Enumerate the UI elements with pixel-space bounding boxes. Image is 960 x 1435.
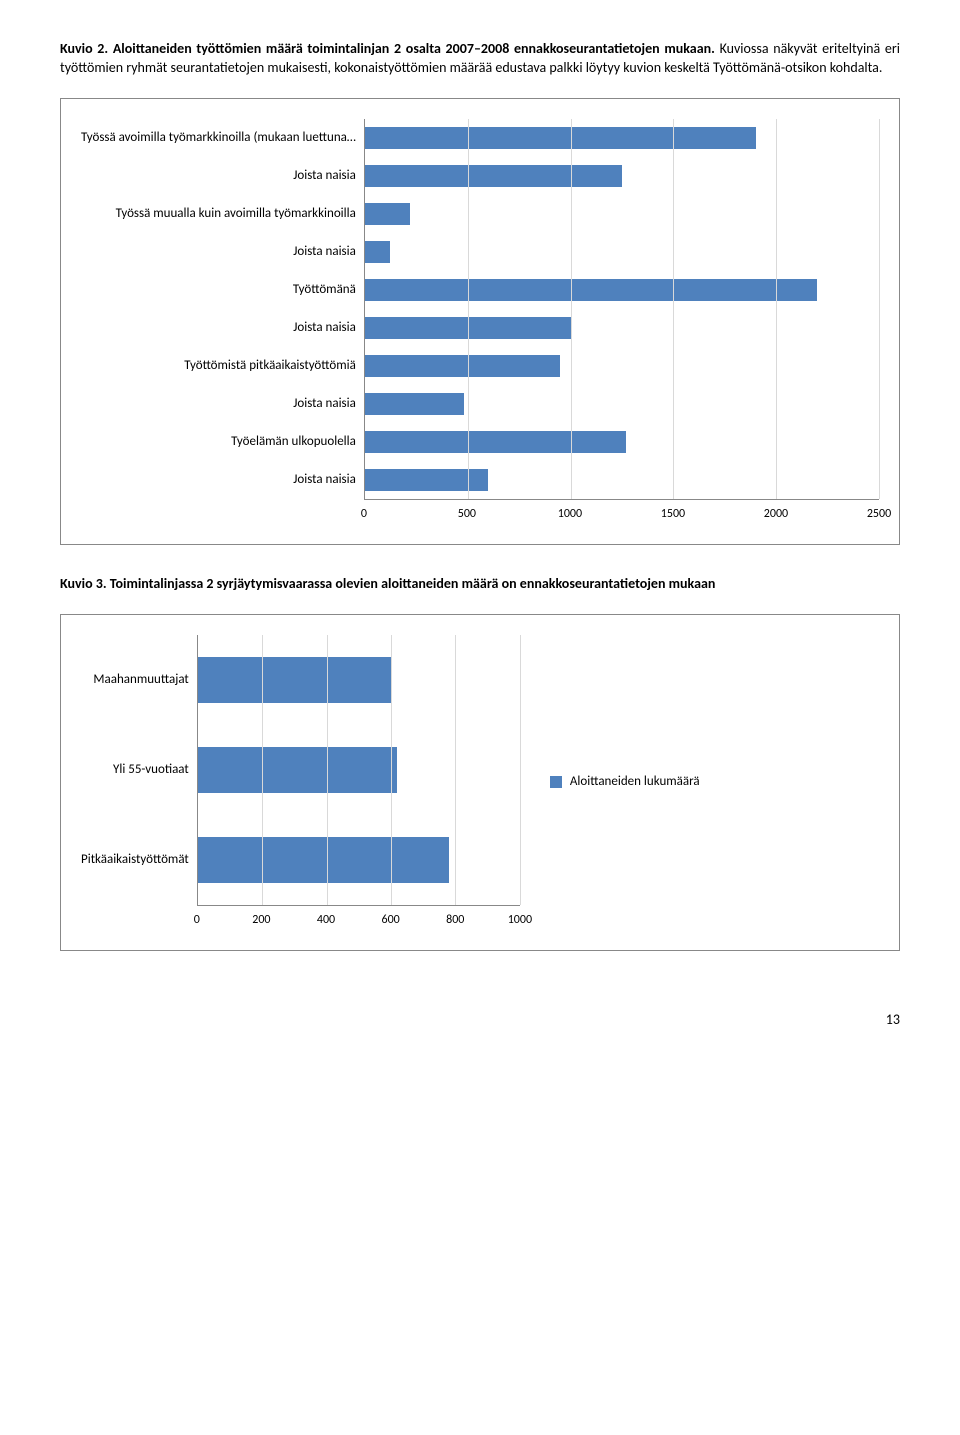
chart2-bar (198, 657, 391, 703)
chart1-bars (365, 119, 879, 499)
chart2-bar-row (198, 725, 520, 815)
chart1-bar-row (365, 309, 879, 347)
chart1-x-axis: 05001000150020002500 (364, 504, 879, 524)
chart2-x-tick: 400 (317, 912, 335, 928)
chart1-x-tick: 1500 (661, 506, 685, 522)
chart1-x-tick: 2000 (764, 506, 788, 522)
chart1-category-label: Joista naisia (81, 157, 356, 195)
chart1-gridline (571, 119, 572, 499)
chart1-x-tick: 500 (458, 506, 476, 522)
chart1-bar (365, 165, 622, 187)
figure-2-caption-title: Kuvio 2. Aloittaneiden työttömien määrä … (60, 40, 715, 57)
chart2-gridline (391, 635, 392, 905)
legend-label: Aloittaneiden lukumäärä (570, 773, 700, 791)
chart1-bar-row (365, 271, 879, 309)
chart1-x-tick: 0 (361, 506, 367, 522)
chart1-bar (365, 393, 464, 415)
chart2-bar (198, 747, 398, 793)
chart2-wrap: MaahanmuuttajatYli 55-vuotiaatPitkäaikai… (81, 635, 879, 930)
chart2-x-axis: 02004006008001000 (197, 910, 520, 930)
chart1-category-label: Joista naisia (81, 309, 356, 347)
chart1-category-label: Työssä muualla kuin avoimilla työmarkkin… (81, 195, 356, 233)
chart1-bar (365, 241, 390, 263)
figure-2-caption: Kuvio 2. Aloittaneiden työttömien määrä … (60, 40, 900, 78)
chart1-gridline (468, 119, 469, 499)
chart2-x-tick: 600 (382, 912, 400, 928)
chart2-plot-area (197, 635, 520, 906)
chart1-body: Työssä avoimilla työmarkkinoilla (mukaan… (81, 119, 879, 524)
chart1-category-label: Työttömänä (81, 271, 356, 309)
chart1-bar (365, 469, 488, 491)
chart1-bar-row (365, 157, 879, 195)
chart2-gridline (455, 635, 456, 905)
chart1-bar-row (365, 461, 879, 499)
chart1-bar (365, 279, 817, 301)
chart1-bar (365, 127, 756, 149)
legend-swatch-icon (550, 776, 562, 788)
chart2-category-label: Maahanmuuttajat (81, 635, 189, 725)
chart1-plot-area (364, 119, 879, 500)
chart2-x-tick: 0 (194, 912, 200, 928)
chart1-y-labels: Työssä avoimilla työmarkkinoilla (mukaan… (81, 119, 364, 524)
chart2-gridline (327, 635, 328, 905)
chart1-x-tick: 1000 (558, 506, 582, 522)
chart1-category-label: Joista naisia (81, 233, 356, 271)
chart1-bar-row (365, 385, 879, 423)
chart2-bar-row (198, 815, 520, 905)
chart2-bar-row (198, 635, 520, 725)
chart2-left: MaahanmuuttajatYli 55-vuotiaatPitkäaikai… (81, 635, 520, 930)
figure-3-caption: Kuvio 3. Toimintalinjassa 2 syrjäytymisv… (60, 575, 900, 594)
chart1-bar (365, 355, 560, 377)
chart1-category-label: Joista naisia (81, 385, 356, 423)
chart1-gridline (879, 119, 880, 499)
chart2-x-tick: 200 (252, 912, 270, 928)
chart1-bar (365, 431, 626, 453)
chart1-category-label: Joista naisia (81, 461, 356, 499)
chart1-category-label: Työssä avoimilla työmarkkinoilla (mukaan… (81, 119, 356, 157)
chart2-bar (198, 837, 449, 883)
chart1-bar-row (365, 119, 879, 157)
figure-3-chart: MaahanmuuttajatYli 55-vuotiaatPitkäaikai… (60, 614, 900, 951)
chart1-bar-row (365, 195, 879, 233)
chart2-body: MaahanmuuttajatYli 55-vuotiaatPitkäaikai… (81, 635, 520, 930)
chart1-x-tick: 2500 (867, 506, 891, 522)
chart1-bar (365, 203, 410, 225)
chart2-y-labels: MaahanmuuttajatYli 55-vuotiaatPitkäaikai… (81, 635, 197, 930)
chart2-legend: Aloittaneiden lukumäärä (520, 773, 879, 791)
chart1-bar-row (365, 347, 879, 385)
chart2-gridline (262, 635, 263, 905)
page-number: 13 (60, 1011, 900, 1030)
chart1-category-label: Työelämän ulkopuolella (81, 423, 356, 461)
figure-3-caption-title: Kuvio 3. Toimintalinjassa 2 syrjäytymisv… (60, 575, 715, 592)
chart2-gridline (520, 635, 521, 905)
chart1-bar-row (365, 233, 879, 271)
chart2-category-label: Pitkäaikaistyöttömät (81, 815, 189, 905)
chart1-gridline (673, 119, 674, 499)
chart2-bars (198, 635, 520, 905)
figure-2-chart: Työssä avoimilla työmarkkinoilla (mukaan… (60, 98, 900, 545)
chart1-bar-row (365, 423, 879, 461)
chart2-category-label: Yli 55-vuotiaat (81, 725, 189, 815)
chart1-gridline (776, 119, 777, 499)
chart2-x-tick: 1000 (508, 912, 532, 928)
chart1-category-label: Työttömistä pitkäaikaistyöttömiä (81, 347, 356, 385)
chart2-x-tick: 800 (446, 912, 464, 928)
